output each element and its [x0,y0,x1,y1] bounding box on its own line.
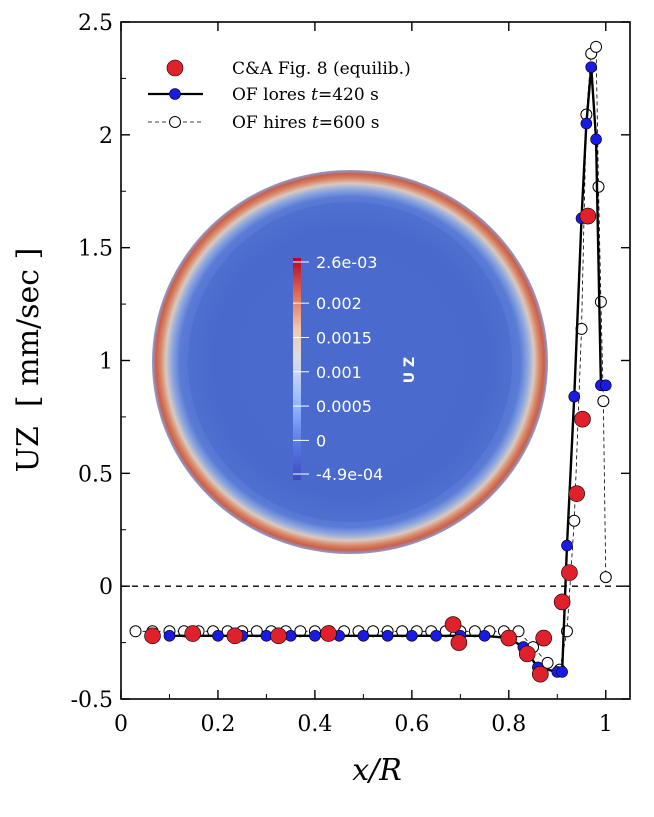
legend-hires-marker [169,116,181,128]
hires-point [590,40,603,53]
colorbar-label: 2.6e-03 [316,253,377,272]
lores-point [478,630,491,642]
ca-point [574,410,591,428]
ca-point [144,627,161,645]
legend-lores-marker [169,88,181,100]
y-tick-label: 1 [99,350,113,375]
ca-point [270,627,287,645]
ca-point [184,625,202,642]
legend-hires-label: OF hires t=600 s [232,113,380,133]
lores-point [585,61,598,73]
y-tick-label: -0.5 [71,688,113,713]
legend-lores-label-pre: OF lores [232,85,311,105]
legend-lores-label-italic: t [311,85,318,105]
lores-point [430,630,442,642]
lores-point [357,630,370,642]
hires-point [597,395,610,408]
legend-lores-label: OF lores t=420 s [232,85,379,105]
y-tick-label: 2.5 [78,11,113,36]
legend-hires-label-pre: OF hires [232,113,312,133]
legend-ca-marker [166,59,184,77]
colorbar-label: -4.9e-04 [316,465,383,484]
colorbar [293,258,301,480]
hires-point [129,625,142,638]
ca-point [518,645,536,663]
series-lores [163,61,612,678]
series-ca [144,207,597,683]
colorbar-label: 0.002 [316,294,362,313]
x-axis-title: x/R [352,753,402,788]
axes: 0 0.2 0.4 0.6 0.8 1-0.500.511.522.5 [71,11,630,737]
colorbar-ticks: 2.6e-03 0.002 0.0015 0.001 0.0005 0 -4.9e-04 [293,253,383,484]
inset-disc-inner [188,202,512,522]
legend: C&A Fig. 8 (equilib.) OF lores t=420 s O… [148,59,411,133]
hires-point [592,180,605,193]
colorbar-label: 0.001 [316,363,362,382]
x-tick-label: 0.4 [297,712,332,737]
hires-point [568,514,581,527]
lores-point [580,117,593,130]
ca-point [450,634,468,651]
hires-point [599,571,612,584]
colorbar-title: U Z [402,357,418,383]
colorbar-label: 0 [316,431,326,450]
legend-hires-label-italic: t [312,113,319,133]
lores-point [599,379,612,392]
ca-point [500,629,518,647]
lores-point [309,630,321,642]
ca-point [535,629,553,647]
colorbar-label: 0.0015 [316,328,372,347]
lores-point [568,390,581,403]
ca-point [579,207,597,225]
lores-point [406,630,418,642]
lores-point [556,666,568,678]
y-tick-label: 1.5 [78,237,113,262]
lores-point [561,539,573,552]
hires-point [594,295,607,308]
ca-point [444,616,462,633]
y-tick-label: 2 [99,124,113,149]
colorbar-label: 0.0005 [316,397,372,416]
lores-point [163,630,176,642]
legend-hires-label-post: =600 s [319,113,380,133]
ca-point [532,665,549,683]
ca-point [226,627,244,645]
y-tick-label: 0 [99,575,113,600]
ca-point [568,485,585,502]
x-tick-label: 0 [114,712,128,737]
legend-ca-label: C&A Fig. 8 (equilib.) [232,59,411,79]
lores-point [590,133,602,146]
lores-point [212,630,224,642]
ca-point [553,593,571,611]
hires-point [541,656,554,669]
x-tick-label: 1 [599,712,613,737]
inset-contour: 2.6e-03 0.002 0.0015 0.001 0.0005 0 -4.9e-04 U… [152,170,548,554]
x-tick-label: 0.6 [394,712,429,737]
legend-lores-label-post: =420 s [318,85,379,105]
y-tick-label: 0.5 [78,462,113,487]
x-tick-label: 0.8 [491,712,526,737]
lores-point [381,630,394,642]
x-tick-label: 0.2 [200,712,235,737]
ca-point [320,625,337,642]
y-axis-title: UZ [ mm/sec ] [11,248,46,473]
ca-point [561,564,578,581]
